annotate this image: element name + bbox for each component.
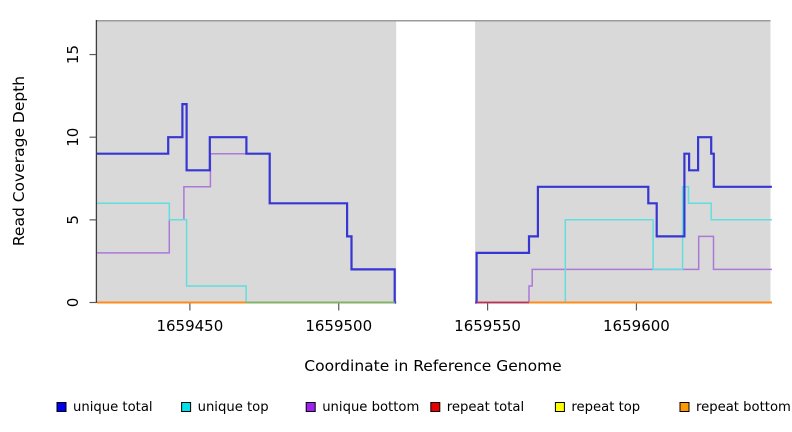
x-axis-title: Coordinate in Reference Genome: [304, 357, 561, 375]
legend-label-repeat-total: repeat total: [447, 400, 524, 415]
legend-label-repeat-top: repeat top: [571, 400, 640, 415]
legend-swatch-unique-total: [56, 402, 67, 412]
legend-swatch-repeat-bottom: [679, 402, 690, 412]
y-tick-label: 10: [64, 128, 82, 147]
chart-legend: unique total unique top unique bottom repea…: [56, 400, 791, 415]
x-axis-ticks: 1659450 1659500 1659550 1659600: [156, 303, 670, 335]
y-tick-label: 0: [64, 298, 82, 308]
series-line-unique-top: [97, 186, 772, 304]
y-tick-label: 5: [64, 215, 82, 225]
legend-label-unique-bottom: unique bottom: [322, 400, 419, 415]
legend-swatch-unique-top: [181, 402, 192, 412]
legend-label-unique-total: unique total: [73, 400, 153, 415]
legend-swatch-unique-bottom: [305, 402, 316, 412]
legend-label-repeat-bottom: repeat bottom: [696, 400, 791, 415]
x-tick-label: 1659450: [156, 317, 223, 335]
legend-label-unique-top: unique top: [198, 400, 269, 415]
legend-swatch-repeat-total: [430, 402, 441, 412]
masked-no-data-region: [396, 21, 476, 305]
x-tick-label: 1659600: [603, 317, 670, 335]
y-tick-label: 15: [64, 45, 82, 64]
x-tick-label: 1659550: [454, 317, 521, 335]
series-line-unique-total: [97, 103, 772, 304]
x-tick-label: 1659500: [305, 317, 372, 335]
y-axis-ticks: 0 5 10 15: [64, 45, 97, 308]
legend-swatch-repeat-top: [554, 402, 565, 412]
y-axis-title: Read Coverage Depth: [10, 76, 28, 246]
